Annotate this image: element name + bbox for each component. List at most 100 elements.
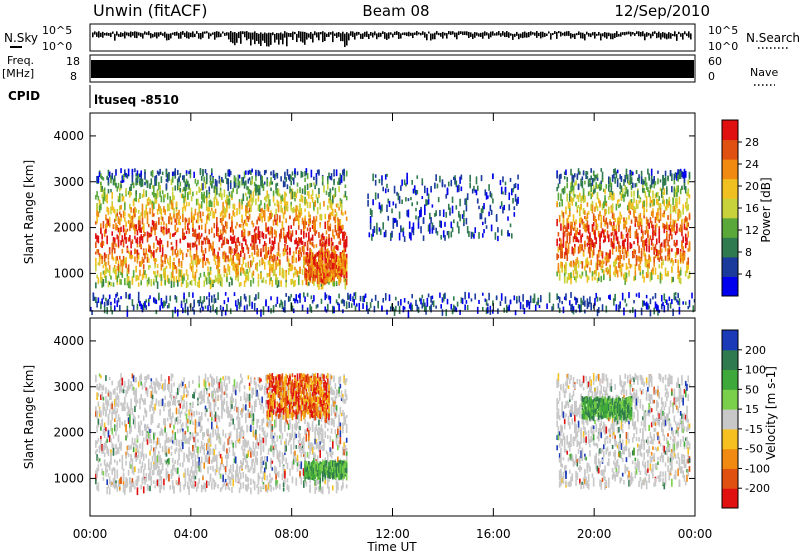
- power-cell: [579, 244, 581, 250]
- power-cell: [265, 234, 267, 239]
- power-cell: [640, 236, 643, 241]
- power-cell: [185, 178, 188, 185]
- power-cell: [635, 216, 638, 223]
- power-cell: [343, 175, 345, 182]
- power-cell: [579, 229, 581, 236]
- power-cell: [270, 277, 272, 282]
- power-cell: [673, 193, 676, 198]
- velocity-cell: [97, 418, 100, 425]
- noise-bar: [284, 31, 286, 38]
- power-cell: [166, 305, 169, 309]
- power-cell: [568, 190, 571, 196]
- power-cell: [274, 214, 276, 222]
- power-cell: [671, 248, 673, 252]
- power-cell: [204, 275, 207, 282]
- power-cell: [480, 175, 483, 182]
- power-cell: [252, 270, 255, 276]
- power-cell: [258, 230, 261, 239]
- power-cell: [301, 241, 304, 245]
- power-cell: [127, 250, 130, 254]
- power-cell: [334, 224, 337, 233]
- power-cell: [158, 181, 160, 190]
- power-cell: [198, 279, 200, 288]
- power-cell: [611, 241, 614, 248]
- power-cell: [182, 193, 184, 199]
- power-cell: [648, 245, 650, 253]
- power-cell: [604, 188, 606, 195]
- noise-bar: [536, 31, 538, 38]
- noise-bar: [142, 33, 144, 39]
- power-cell: [155, 174, 158, 179]
- power-cell: [323, 252, 325, 258]
- power-cell: [223, 300, 226, 305]
- power-cell: [171, 249, 174, 256]
- power-cell: [664, 269, 667, 277]
- noise-bar: [92, 32, 94, 38]
- power-cell: [631, 182, 634, 189]
- velocity-cell: [97, 464, 100, 471]
- power-cell: [647, 229, 649, 234]
- power-cell: [286, 201, 289, 206]
- velocity-cell: [115, 424, 117, 428]
- power-cell: [644, 177, 647, 184]
- power-cell: [205, 235, 208, 241]
- noise-bar: [106, 32, 108, 36]
- power-cell: [326, 248, 329, 255]
- noise-bar: [658, 31, 660, 38]
- power-cell: [625, 217, 628, 225]
- power-cell: [647, 230, 649, 238]
- power-cell: [274, 254, 276, 261]
- noise-bar: [442, 31, 444, 39]
- power-cell: [516, 199, 518, 206]
- power-cell: [316, 266, 319, 270]
- noise-bar: [492, 31, 494, 36]
- power-cell: [209, 242, 212, 249]
- noise-bar: [234, 32, 236, 46]
- power-cell: [117, 195, 120, 202]
- power-cell: [657, 274, 659, 280]
- power-cell: [638, 177, 640, 184]
- power-cell: [255, 226, 257, 230]
- power-cell: [108, 248, 111, 255]
- power-cell: [96, 209, 98, 216]
- power-cell: [609, 267, 611, 275]
- power-cell: [285, 176, 287, 182]
- power-cell: [136, 229, 139, 236]
- power-cell: [337, 301, 339, 306]
- power-cell: [658, 231, 661, 240]
- velocity-cell: [102, 384, 105, 391]
- power-cell: [313, 216, 315, 223]
- power-cell: [645, 272, 648, 279]
- power-cell: [567, 201, 570, 209]
- power-cell: [139, 193, 141, 199]
- power-cell: [108, 265, 111, 271]
- power-cell: [374, 174, 377, 178]
- noise-bar: [98, 31, 100, 38]
- power-cell: [639, 198, 642, 203]
- power-cell: [565, 268, 567, 275]
- power-cell: [315, 259, 318, 264]
- power-cell: [295, 269, 298, 275]
- power-cell: [485, 299, 488, 306]
- power-cell: [687, 204, 690, 211]
- power-cell: [611, 247, 614, 255]
- power-colorbar-cell: [722, 217, 738, 238]
- power-cell: [135, 208, 137, 213]
- power-cell: [664, 170, 667, 177]
- power-cell: [339, 219, 342, 226]
- power-cell: [197, 198, 199, 205]
- power-cell: [208, 200, 211, 208]
- noise-bar: [96, 32, 98, 37]
- power-cell: [245, 239, 247, 246]
- power-cell: [643, 180, 645, 185]
- power-cell: [551, 306, 553, 311]
- power-cell: [429, 229, 431, 234]
- power-cell: [218, 278, 221, 283]
- power-cell: [614, 228, 616, 236]
- power-cell: [255, 236, 257, 244]
- power-cell: [117, 239, 120, 247]
- noise-bar: [216, 31, 218, 38]
- power-cell: [277, 247, 280, 251]
- power-cell: [313, 267, 315, 275]
- noise-bar: [112, 31, 114, 34]
